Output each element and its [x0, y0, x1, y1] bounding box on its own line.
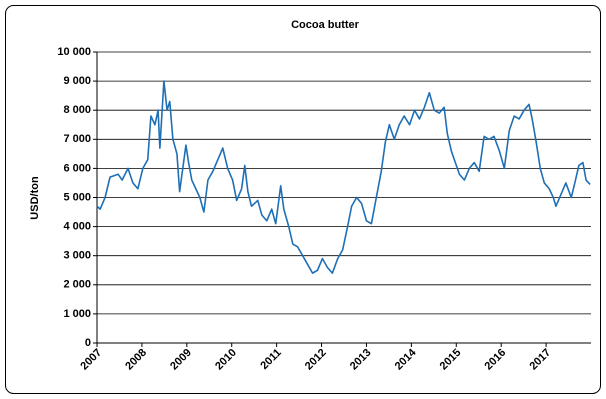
y-tick-label: 6 000	[63, 162, 91, 174]
y-tick-label: 4 000	[63, 221, 91, 233]
y-tick-label: 0	[85, 337, 91, 349]
chart-border	[5, 5, 601, 394]
y-tick-label: 9 000	[63, 75, 91, 87]
y-tick-label: 7 000	[63, 133, 91, 145]
y-tick-label: 10 000	[57, 46, 91, 58]
y-tick-label: 5 000	[63, 191, 91, 203]
y-tick-label: 2 000	[63, 279, 91, 291]
y-axis-label: USD/ton	[29, 176, 41, 220]
y-tick-label: 8 000	[63, 104, 91, 116]
y-tick-label: 3 000	[63, 250, 91, 262]
chart-title: Cocoa butter	[291, 19, 360, 31]
y-tick-label: 1 000	[63, 308, 91, 320]
line	[96, 80, 591, 274]
